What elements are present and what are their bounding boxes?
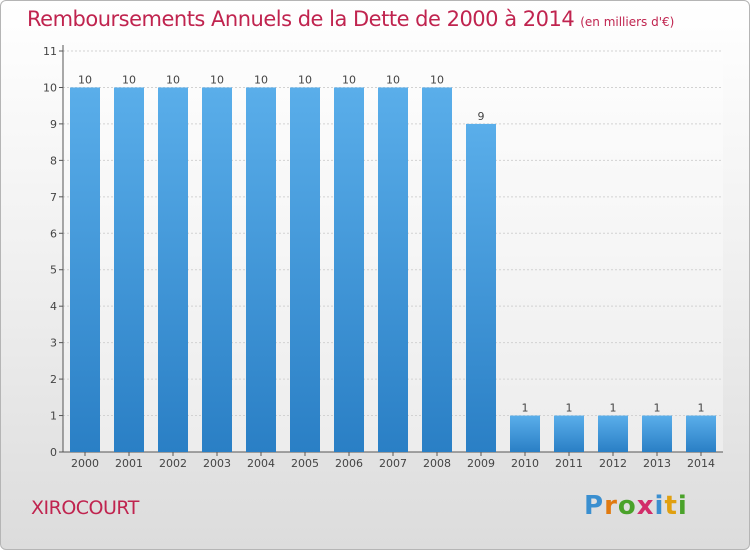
bar: [422, 87, 452, 453]
x-tick-label: 2005: [291, 457, 319, 470]
data-label: 1: [654, 402, 661, 415]
logo-letter: o: [617, 491, 637, 521]
logo-letter: i: [677, 491, 688, 521]
bar: [598, 415, 628, 452]
x-tick-label: 2003: [203, 457, 231, 470]
logo-letter: P: [584, 491, 605, 521]
commune-name: XIROCOURT: [31, 497, 139, 519]
x-tick-label: 2002: [159, 457, 187, 470]
bar: [466, 123, 496, 452]
data-label: 10: [342, 73, 356, 86]
data-label: 1: [522, 402, 529, 415]
y-tick-label: 5: [50, 264, 57, 277]
data-label: 10: [210, 73, 224, 86]
bar: [378, 87, 408, 453]
bar: [114, 87, 144, 453]
x-tick-label: 2013: [643, 457, 671, 470]
data-label: 10: [78, 73, 92, 86]
y-tick-label: 2: [50, 373, 57, 386]
data-label: 10: [298, 73, 312, 86]
y-tick-label: 1: [50, 410, 57, 423]
x-tick-label: 2004: [247, 457, 275, 470]
x-tick-label: 2008: [423, 457, 451, 470]
logo-letter: r: [604, 491, 618, 521]
data-label: 1: [566, 402, 573, 415]
y-tick-label: 10: [43, 81, 57, 94]
bar: [334, 87, 364, 453]
x-tick-label: 2007: [379, 457, 407, 470]
bar: [246, 87, 276, 453]
y-tick-label: 9: [50, 118, 57, 131]
y-tick-label: 4: [50, 300, 57, 313]
data-label: 10: [430, 73, 444, 86]
bar: [70, 87, 100, 453]
y-tick-label: 0: [50, 446, 57, 459]
logo-letter: x: [636, 491, 655, 521]
data-label: 10: [166, 73, 180, 86]
x-tick-label: 2009: [467, 457, 495, 470]
y-tick-label: 7: [50, 191, 57, 204]
logo-letter: i: [654, 491, 665, 521]
x-tick-label: 2006: [335, 457, 363, 470]
y-tick-label: 8: [50, 154, 57, 167]
logo-letter: t: [664, 491, 678, 521]
data-label: 10: [122, 73, 136, 86]
bar: [290, 87, 320, 453]
chart-title-text: Remboursements Annuels de la Dette de 20…: [27, 7, 575, 31]
data-label: 1: [698, 402, 705, 415]
data-label: 1: [610, 402, 617, 415]
data-label: 10: [386, 73, 400, 86]
x-tick-label: 2014: [687, 457, 715, 470]
bar: [686, 415, 716, 452]
chart-unit: (en milliers d'€): [580, 15, 675, 29]
y-tick-label: 6: [50, 227, 57, 240]
bar: [642, 415, 672, 452]
bar: [554, 415, 584, 452]
x-tick-label: 2000: [71, 457, 99, 470]
x-tick-label: 2012: [599, 457, 627, 470]
bar: [158, 87, 188, 453]
proxiti-logo[interactable]: Proxiti: [584, 491, 688, 521]
chart-title: Remboursements Annuels de la Dette de 20…: [27, 7, 674, 31]
y-tick-label: 3: [50, 337, 57, 350]
data-label: 9: [478, 110, 485, 123]
y-tick-label: 11: [43, 45, 57, 58]
x-tick-label: 2010: [511, 457, 539, 470]
x-tick-label: 2001: [115, 457, 143, 470]
bar: [202, 87, 232, 453]
bar: [510, 415, 540, 452]
data-label: 10: [254, 73, 268, 86]
x-tick-label: 2011: [555, 457, 583, 470]
